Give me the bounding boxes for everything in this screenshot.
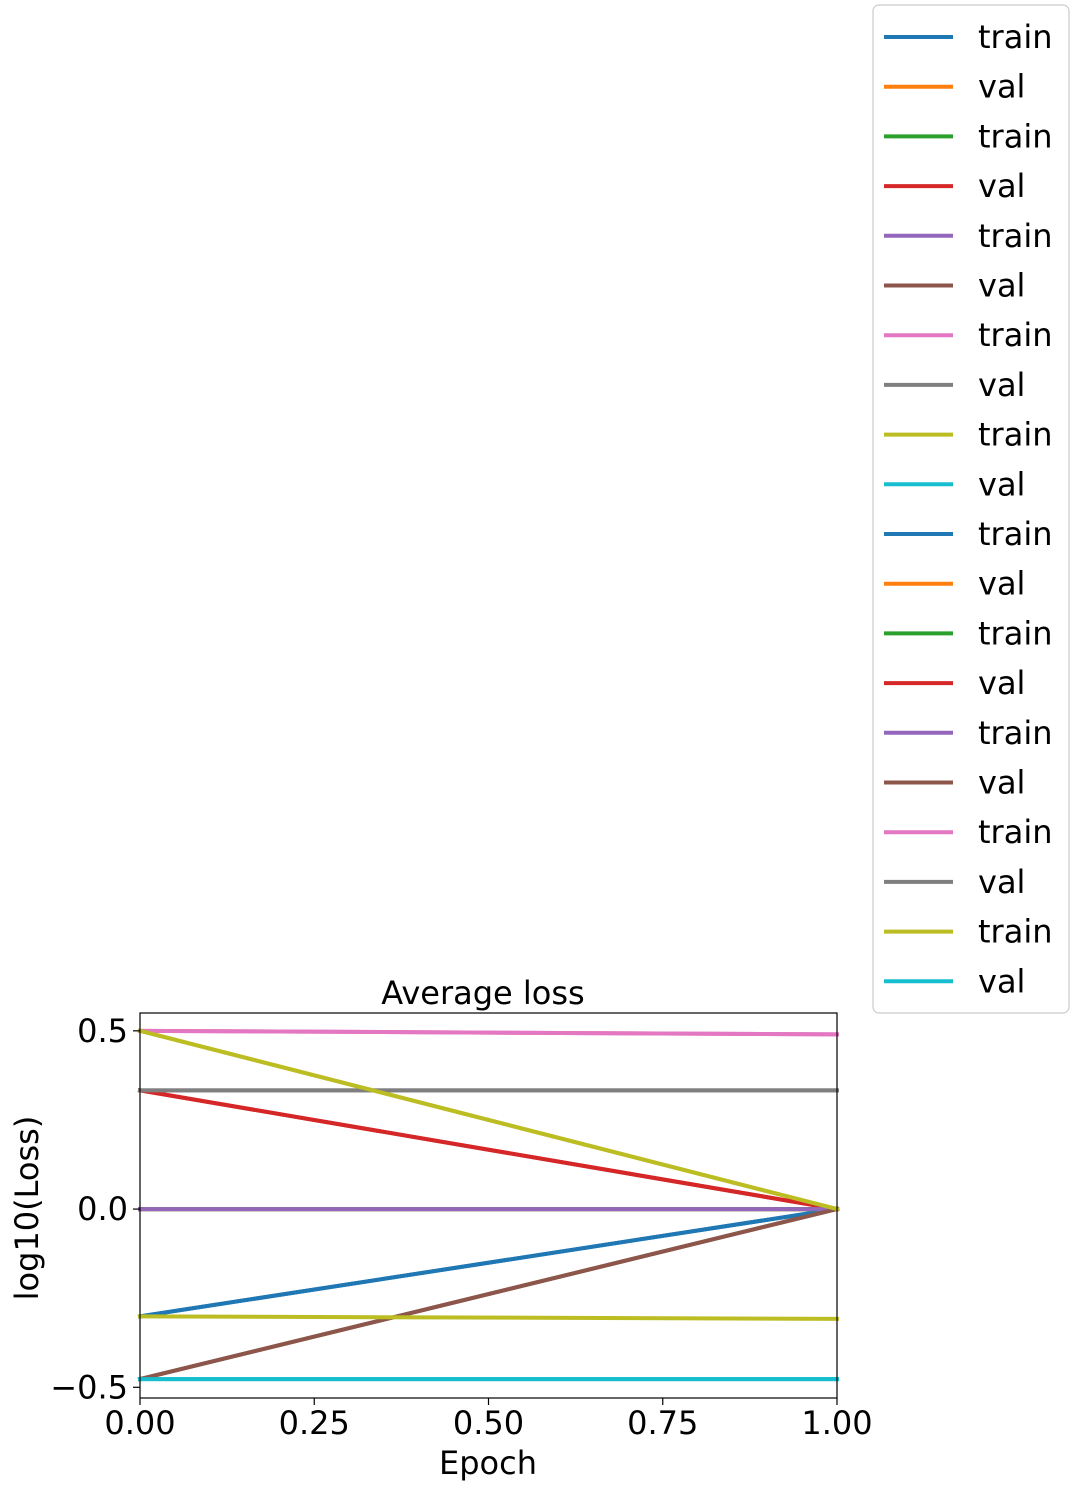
x-tick-label: 1.00 xyxy=(801,1404,872,1442)
x-axis-label: Epoch xyxy=(439,1444,537,1482)
legend-label: val xyxy=(978,167,1025,205)
legend-label: val xyxy=(978,664,1025,702)
y-tick-label: 0.0 xyxy=(77,1190,128,1228)
legend-label: train xyxy=(978,614,1052,652)
legend-label: train xyxy=(978,813,1052,851)
legend-label: val xyxy=(978,565,1025,603)
legend-label: train xyxy=(978,416,1052,454)
legend-label: train xyxy=(978,714,1052,752)
legend-label: train xyxy=(978,316,1052,354)
legend-label: train xyxy=(978,515,1052,553)
x-tick-label: 0.50 xyxy=(453,1404,524,1442)
x-axis-ticks: 0.00 0.25 0.50 0.75 1.00 xyxy=(104,1398,873,1442)
series-line-val-15 xyxy=(137,1206,840,1382)
legend-label: train xyxy=(978,18,1052,56)
axes-frame xyxy=(139,1012,838,1399)
y-axis-label: log10(Loss) xyxy=(8,1116,46,1301)
legend-label: val xyxy=(978,267,1025,305)
legend-label: train xyxy=(978,217,1052,255)
legend-label: val xyxy=(978,465,1025,503)
x-tick-label: 0.75 xyxy=(627,1404,698,1442)
legend-label: train xyxy=(978,913,1052,951)
y-tick-label: −0.5 xyxy=(50,1368,128,1406)
legend: train val train val train val train val train val… xyxy=(872,4,1070,1014)
plot-lines xyxy=(137,1028,840,1382)
chart-title: Average loss xyxy=(381,974,584,1012)
series-line-train-20 xyxy=(137,1028,840,1212)
series-line-train-18 xyxy=(137,1314,840,1321)
legend-label: val xyxy=(978,863,1025,901)
series-line-train-10 xyxy=(137,1206,840,1319)
y-axis-ticks: 0.5 0.0 −0.5 xyxy=(50,1012,140,1406)
legend-label: train xyxy=(978,117,1052,155)
series-line-val-13 xyxy=(137,1088,840,1212)
legend-label: val xyxy=(978,68,1025,106)
series-line-train-16 xyxy=(137,1028,840,1037)
x-tick-label: 0.25 xyxy=(279,1404,350,1442)
y-tick-label: 0.5 xyxy=(77,1012,128,1050)
x-tick-label: 0.00 xyxy=(104,1404,175,1442)
legend-label: val xyxy=(978,962,1025,1000)
legend-box xyxy=(872,4,1070,1014)
legend-label: val xyxy=(978,764,1025,802)
legend-label: val xyxy=(978,366,1025,404)
